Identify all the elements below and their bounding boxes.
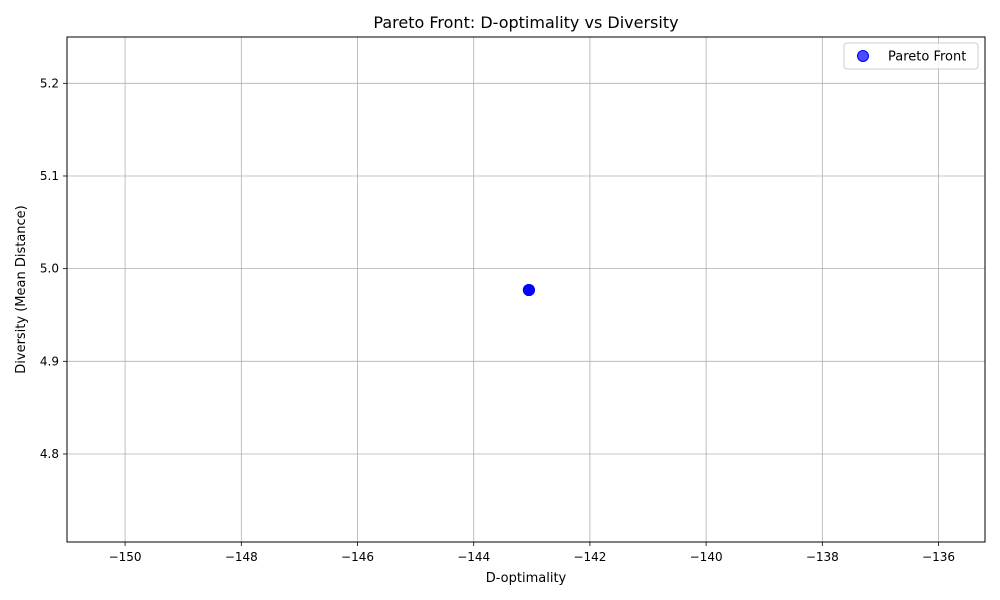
y-tick-label: 5.1: [40, 169, 59, 183]
legend-entry-label: Pareto Front: [888, 50, 966, 65]
grid: [67, 37, 985, 542]
y-tick-label: 5.0: [40, 262, 59, 276]
x-tick-label: −142: [573, 550, 606, 564]
legend: Pareto Front: [843, 42, 979, 70]
y-tick-label: 4.8: [40, 447, 59, 461]
legend-box: [843, 42, 979, 70]
x-tick-label: −150: [109, 550, 142, 564]
data-point: [522, 283, 535, 296]
x-axis-ticks: −150 −148 −146 −144 −142 −140 −138 −136: [109, 542, 955, 564]
x-axis-label: D-optimality: [486, 571, 567, 586]
chart-title: Pareto Front: D-optimality vs Diversity: [373, 13, 678, 32]
y-axis-ticks: 4.8 4.9 5.0 5.1 5.2: [40, 76, 67, 461]
scatter-points: [522, 283, 535, 296]
x-tick-label: −148: [225, 550, 258, 564]
x-tick-label: −140: [690, 550, 723, 564]
x-tick-label: −138: [806, 550, 839, 564]
x-tick-label: −146: [341, 550, 374, 564]
y-axis-label: Diversity (Mean Distance): [14, 205, 29, 374]
x-tick-label: −144: [457, 550, 490, 564]
y-tick-label: 5.2: [40, 76, 59, 90]
x-tick-label: −136: [922, 550, 955, 564]
plot-area-frame: [66, 36, 986, 543]
y-tick-label: 4.9: [40, 354, 59, 368]
legend-marker: [857, 50, 869, 62]
